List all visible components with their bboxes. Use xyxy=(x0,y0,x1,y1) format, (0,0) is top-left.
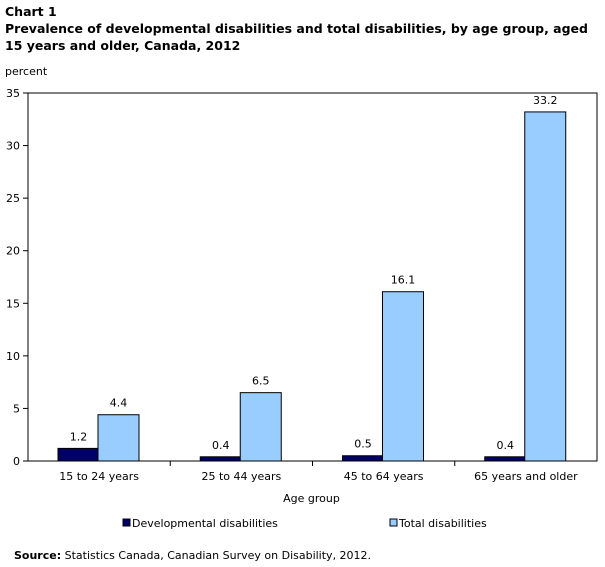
bar-developmental xyxy=(342,455,384,462)
bar-total xyxy=(239,392,282,462)
y-tick-label: 0 xyxy=(13,455,20,468)
chart-label: Chart 1 xyxy=(5,4,57,19)
bar-total xyxy=(97,414,140,462)
chart-title: Prevalence of developmental disabilities… xyxy=(5,21,588,53)
x-tick-label: 65 years and older xyxy=(474,470,578,483)
y-tick-label: 10 xyxy=(6,350,20,363)
x-tick-label: 45 to 64 years xyxy=(344,470,424,483)
data-label: 4.4 xyxy=(110,397,128,410)
y-tick-label: 15 xyxy=(6,297,20,310)
y-tick-label: 20 xyxy=(6,245,20,258)
bar-developmental xyxy=(199,456,242,462)
y-tick-label: 25 xyxy=(6,192,20,205)
bar-developmental xyxy=(484,456,527,462)
data-label: 6.5 xyxy=(252,375,270,388)
legend-swatch-total xyxy=(389,518,398,527)
legend-label: Total disabilities xyxy=(398,517,487,530)
data-label: 0.4 xyxy=(497,439,515,452)
bar-developmental xyxy=(57,447,100,462)
data-label: 16.1 xyxy=(391,274,416,287)
legend-swatch-developmental xyxy=(122,518,131,527)
y-tick-label: 30 xyxy=(6,140,20,153)
x-axis-title: Age group xyxy=(283,492,340,505)
x-tick-label: 25 to 44 years xyxy=(201,470,281,483)
bar-total xyxy=(524,111,567,462)
y-tick-label: 35 xyxy=(6,87,20,100)
y-axis-unit: percent xyxy=(5,65,48,78)
legend-label: Developmental disabilities xyxy=(132,517,278,530)
data-label: 0.4 xyxy=(212,439,230,452)
data-label: 1.2 xyxy=(70,430,88,443)
source-text: Statistics Canada, Canadian Survey on Di… xyxy=(61,549,372,562)
y-tick-label: 5 xyxy=(13,402,20,415)
data-label: 0.5 xyxy=(354,438,372,451)
bar-total xyxy=(382,291,424,462)
x-tick-label: 15 to 24 years xyxy=(59,470,139,483)
source-label: Source: xyxy=(14,549,62,562)
source-note: Source: Statistics Canada, Canadian Surv… xyxy=(14,549,371,562)
data-label: 33.2 xyxy=(533,94,558,107)
